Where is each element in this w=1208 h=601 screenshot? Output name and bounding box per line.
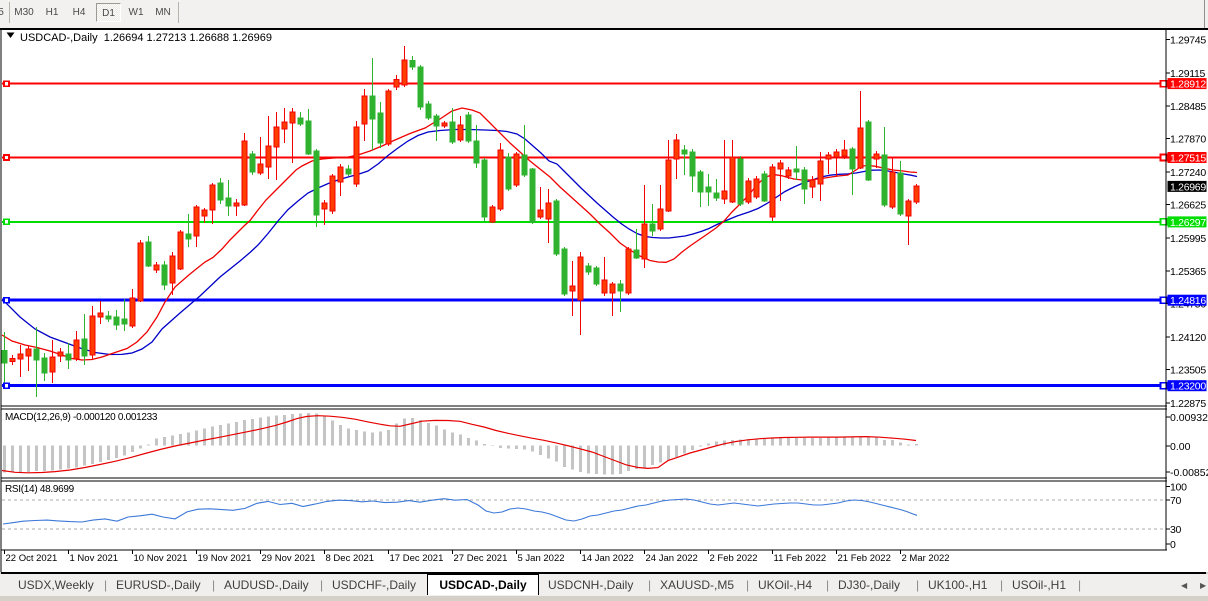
- svg-text:5 Jan 2022: 5 Jan 2022: [518, 553, 565, 564]
- svg-text:1.27240: 1.27240: [1170, 167, 1206, 179]
- svg-text:70: 70: [1170, 495, 1182, 507]
- svg-text:1.26297: 1.26297: [1170, 217, 1206, 229]
- svg-text:14 Jan 2022: 14 Jan 2022: [582, 553, 634, 564]
- svg-text:1.22875: 1.22875: [1170, 398, 1206, 410]
- svg-text:1.24816: 1.24816: [1170, 295, 1206, 307]
- svg-text:2 Feb 2022: 2 Feb 2022: [710, 553, 758, 564]
- svg-text:1.23505: 1.23505: [1170, 365, 1206, 377]
- svg-text:1.29115: 1.29115: [1170, 68, 1206, 80]
- svg-text:1.29745: 1.29745: [1170, 35, 1206, 47]
- svg-text:RSI(14) 48.9699: RSI(14) 48.9699: [5, 484, 75, 495]
- svg-text:1.27870: 1.27870: [1170, 134, 1206, 146]
- svg-text:27 Dec 2021: 27 Dec 2021: [454, 553, 508, 564]
- svg-text:1.25365: 1.25365: [1170, 266, 1206, 278]
- svg-text:1.26969: 1.26969: [1170, 181, 1206, 193]
- svg-text:1.25995: 1.25995: [1170, 233, 1206, 245]
- svg-text:11 Feb 2022: 11 Feb 2022: [774, 553, 827, 564]
- svg-text:21 Feb 2022: 21 Feb 2022: [838, 553, 891, 564]
- svg-text:0.00: 0.00: [1170, 441, 1191, 453]
- svg-text:0: 0: [1170, 539, 1176, 551]
- svg-text:17 Dec 2021: 17 Dec 2021: [390, 553, 444, 564]
- svg-text:MACD(12,26,9) -0.000120 0.0012: MACD(12,26,9) -0.000120 0.001233: [5, 412, 158, 423]
- svg-text:24 Jan 2022: 24 Jan 2022: [646, 553, 698, 564]
- svg-text:-0.008522: -0.008522: [1170, 467, 1208, 479]
- svg-text:1.27515: 1.27515: [1170, 153, 1206, 165]
- svg-text:100: 100: [1170, 482, 1187, 494]
- svg-text:29 Nov 2021: 29 Nov 2021: [262, 553, 316, 564]
- svg-text:1.24120: 1.24120: [1170, 332, 1206, 344]
- svg-text:19 Nov 2021: 19 Nov 2021: [198, 553, 252, 564]
- svg-text:1.28485: 1.28485: [1170, 101, 1206, 113]
- svg-text:1.26625: 1.26625: [1170, 200, 1206, 212]
- svg-text:2 Mar 2022: 2 Mar 2022: [902, 553, 950, 564]
- svg-text:10 Nov 2021: 10 Nov 2021: [134, 553, 188, 564]
- svg-text:8 Dec 2021: 8 Dec 2021: [326, 553, 375, 564]
- svg-text:1.23200: 1.23200: [1170, 381, 1206, 393]
- svg-text:30: 30: [1170, 524, 1182, 536]
- svg-text:1 Nov 2021: 1 Nov 2021: [70, 553, 119, 564]
- svg-text:22 Oct 2021: 22 Oct 2021: [6, 553, 58, 564]
- svg-text:1.28912: 1.28912: [1170, 79, 1206, 91]
- svg-text:USDCAD-,Daily 1.26694 1.27213: USDCAD-,Daily 1.26694 1.27213 1.26688 1.…: [20, 32, 272, 44]
- svg-text:0.009327: 0.009327: [1170, 412, 1208, 424]
